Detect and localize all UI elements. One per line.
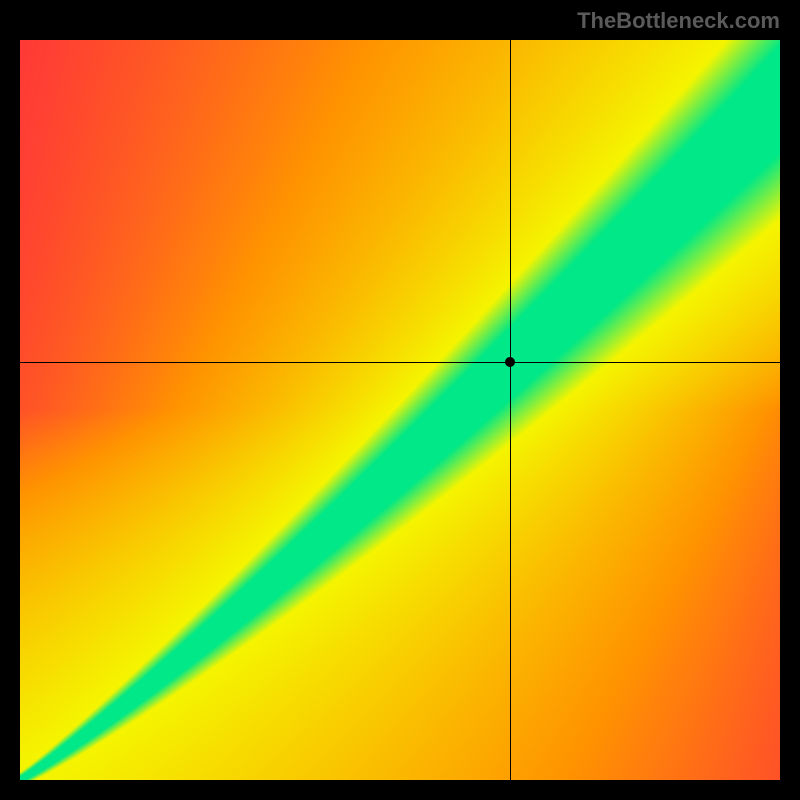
marker-point [505,357,515,367]
crosshair-vertical [510,40,511,780]
crosshair-horizontal [20,362,780,363]
watermark-text: TheBottleneck.com [577,8,780,34]
chart-plot-area [20,40,780,780]
heatmap-canvas [20,40,780,780]
chart-container: TheBottleneck.com [0,0,800,800]
